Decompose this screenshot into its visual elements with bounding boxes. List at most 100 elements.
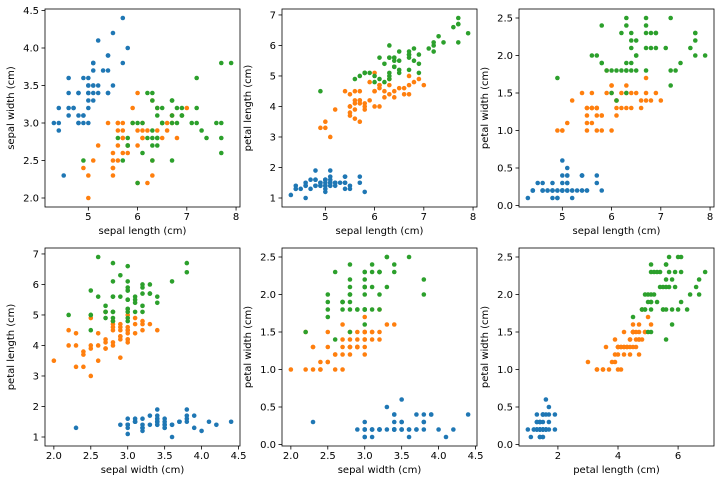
point — [130, 105, 135, 111]
point — [396, 67, 402, 73]
point — [399, 419, 404, 425]
point — [455, 21, 461, 27]
point — [455, 40, 461, 45]
point — [90, 158, 96, 163]
y-tick-label: 1 — [270, 194, 276, 205]
point — [81, 165, 86, 171]
point — [678, 299, 684, 305]
point — [199, 128, 204, 133]
point — [399, 427, 404, 432]
point — [347, 91, 353, 97]
point — [318, 359, 323, 365]
point — [357, 180, 363, 186]
point — [391, 322, 397, 327]
point — [150, 135, 155, 141]
x-tick-label: 2.5 — [83, 451, 99, 462]
point — [599, 113, 605, 118]
point — [303, 367, 308, 372]
point — [564, 180, 570, 186]
point — [584, 120, 590, 126]
point — [103, 315, 108, 321]
point — [120, 150, 126, 156]
point — [184, 416, 190, 421]
point — [643, 15, 649, 21]
point — [569, 188, 575, 193]
point — [355, 307, 360, 312]
point — [693, 284, 699, 290]
point — [384, 427, 390, 432]
point — [95, 330, 101, 336]
point — [540, 180, 545, 186]
point — [140, 135, 145, 141]
point — [372, 88, 377, 94]
point — [204, 135, 209, 141]
point — [118, 273, 123, 278]
point — [636, 352, 642, 357]
point — [150, 90, 155, 96]
x-tick-label: 2.0 — [283, 451, 299, 462]
x-tick-label: 6 — [371, 212, 377, 223]
point — [110, 158, 116, 163]
point — [132, 300, 138, 306]
point — [81, 120, 86, 126]
point — [347, 284, 353, 290]
point — [624, 344, 630, 350]
point — [362, 314, 368, 320]
point — [569, 98, 575, 103]
point — [115, 158, 121, 163]
point — [140, 318, 145, 324]
point — [325, 292, 331, 297]
point — [594, 105, 600, 111]
point — [352, 88, 358, 94]
point — [609, 68, 614, 73]
point — [327, 168, 333, 173]
point — [391, 427, 397, 432]
point — [110, 83, 116, 88]
point — [668, 68, 673, 73]
point — [648, 322, 654, 327]
point — [86, 195, 91, 201]
subplot: 5 6 7 8 2.0 2.5 3.0 3.5 4.0 4.5 sepal length (cm) s… — [6, 6, 241, 237]
point — [103, 346, 108, 351]
point — [678, 269, 684, 275]
point — [110, 165, 116, 171]
point — [355, 427, 360, 432]
point — [88, 373, 94, 379]
point — [584, 113, 590, 118]
point — [169, 158, 175, 163]
point — [663, 262, 669, 267]
point — [645, 299, 651, 305]
point — [103, 309, 108, 315]
point — [606, 367, 612, 372]
point — [164, 128, 170, 133]
x-tick-label: 6 — [608, 212, 614, 223]
point — [342, 180, 348, 186]
point — [164, 120, 170, 126]
point — [218, 150, 224, 156]
point — [132, 315, 138, 321]
point — [347, 307, 353, 312]
point — [325, 307, 331, 312]
x-tick-label: 3.0 — [120, 451, 136, 462]
x-tick-label: 8 — [233, 212, 239, 223]
point — [288, 192, 294, 198]
point — [125, 337, 131, 342]
point — [624, 105, 629, 111]
point — [51, 120, 57, 126]
subplot: 2.0 2.5 3.0 3.5 4.0 4.5 1 2 3 4 5 6 7 sepal width (cm… — [6, 247, 246, 476]
x-axis-label: sepal length (cm) — [573, 226, 661, 237]
point — [369, 434, 375, 440]
y-tick-label: 0.0 — [497, 440, 513, 451]
x-tick-label: 5 — [322, 212, 328, 223]
point — [609, 90, 614, 96]
point — [372, 104, 377, 109]
point — [110, 294, 116, 299]
point — [564, 188, 570, 193]
point — [154, 143, 160, 148]
point — [355, 329, 360, 335]
y-tick-label: 2 — [33, 402, 39, 413]
point — [648, 98, 654, 103]
point — [110, 150, 116, 156]
point — [535, 180, 541, 186]
point — [534, 412, 540, 417]
